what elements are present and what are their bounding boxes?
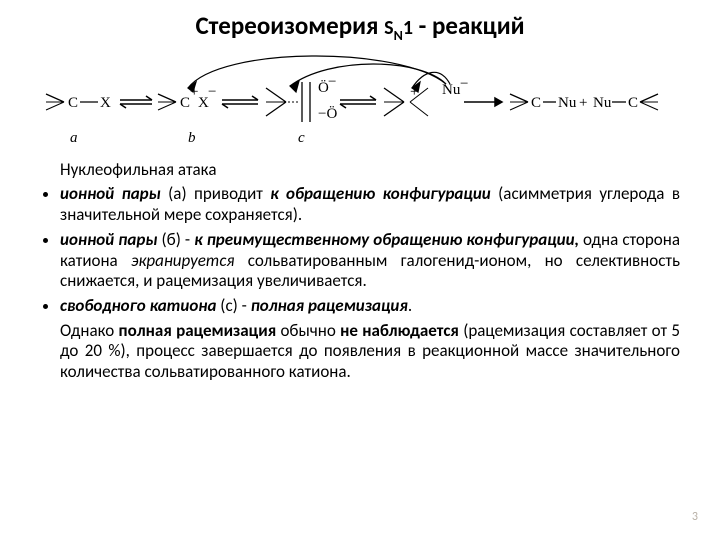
b3-lead: свободного катиона	[60, 295, 216, 316]
title-sn-s: S	[384, 16, 393, 40]
b2-mid1: (б) -	[157, 229, 194, 250]
list-item: свободного катиона (с) - полная рацемиза…	[60, 296, 680, 317]
dg-cx-x: X	[100, 95, 111, 111]
fp-p1: Однако	[60, 320, 119, 341]
dg-nu: Nu	[442, 82, 461, 98]
b1-mid: (а) приводит	[161, 183, 270, 204]
intro-line: Нуклеофильная атака	[60, 160, 680, 180]
b3-tail: .	[408, 295, 412, 316]
dg-prodL-c: C	[531, 95, 541, 111]
dg-label-b: b	[188, 130, 196, 146]
title-part2: - реакций	[413, 10, 525, 41]
dg-solvo-top-sup: −	[328, 74, 336, 90]
final-paragraph: Однако полная рацемизация обычно не набл…	[60, 321, 680, 382]
dg-cplus-xsup: −	[208, 84, 216, 100]
fp-p2: обычно	[276, 320, 340, 341]
fp-b2: не наблюдается	[340, 320, 459, 341]
title-part1: Стереоизомерия	[195, 10, 384, 41]
list-item: ионной пары (б) - к преимущественному об…	[60, 230, 680, 292]
slide-title: Стереоизомерия SN1 - реакций	[40, 10, 680, 44]
dg-cx-c: C	[68, 95, 78, 111]
dg-label-c: c	[298, 130, 305, 146]
reaction-diagram: C X C + X −	[40, 52, 680, 152]
b1-lead: ионной пары	[60, 183, 161, 204]
title-sn-n: N	[394, 27, 403, 44]
b3-mid: (с) -	[216, 295, 250, 316]
dg-nu-sup: −	[460, 76, 468, 92]
dg-label-a: a	[70, 130, 78, 146]
fp-b1: полная рацемизация	[119, 320, 277, 341]
bullet-list: ионной пары (а) приводит к обращению кон…	[40, 184, 680, 316]
b2-lead: ионной пары	[60, 229, 157, 250]
list-item: ионной пары (а) приводит к обращению кон…	[60, 184, 680, 225]
dg-prodR-nu: Nu	[593, 95, 612, 111]
dg-cplus-c: C	[180, 95, 190, 111]
b3-em: полная рацемизация	[251, 295, 408, 316]
dg-solvo-bot: −Ö	[318, 105, 337, 122]
b2-it: экранируется	[131, 250, 235, 271]
title-sn-1: 1	[403, 16, 413, 40]
b1-em: к обращению конфигурации	[270, 183, 491, 204]
dg-plus: +	[579, 95, 587, 111]
b2-em: к преимущественному обращению конфигурац…	[194, 229, 579, 250]
page-number: 3	[692, 510, 698, 524]
dg-prodR-c: C	[628, 95, 638, 111]
dg-prodL-nu: Nu	[558, 95, 577, 111]
